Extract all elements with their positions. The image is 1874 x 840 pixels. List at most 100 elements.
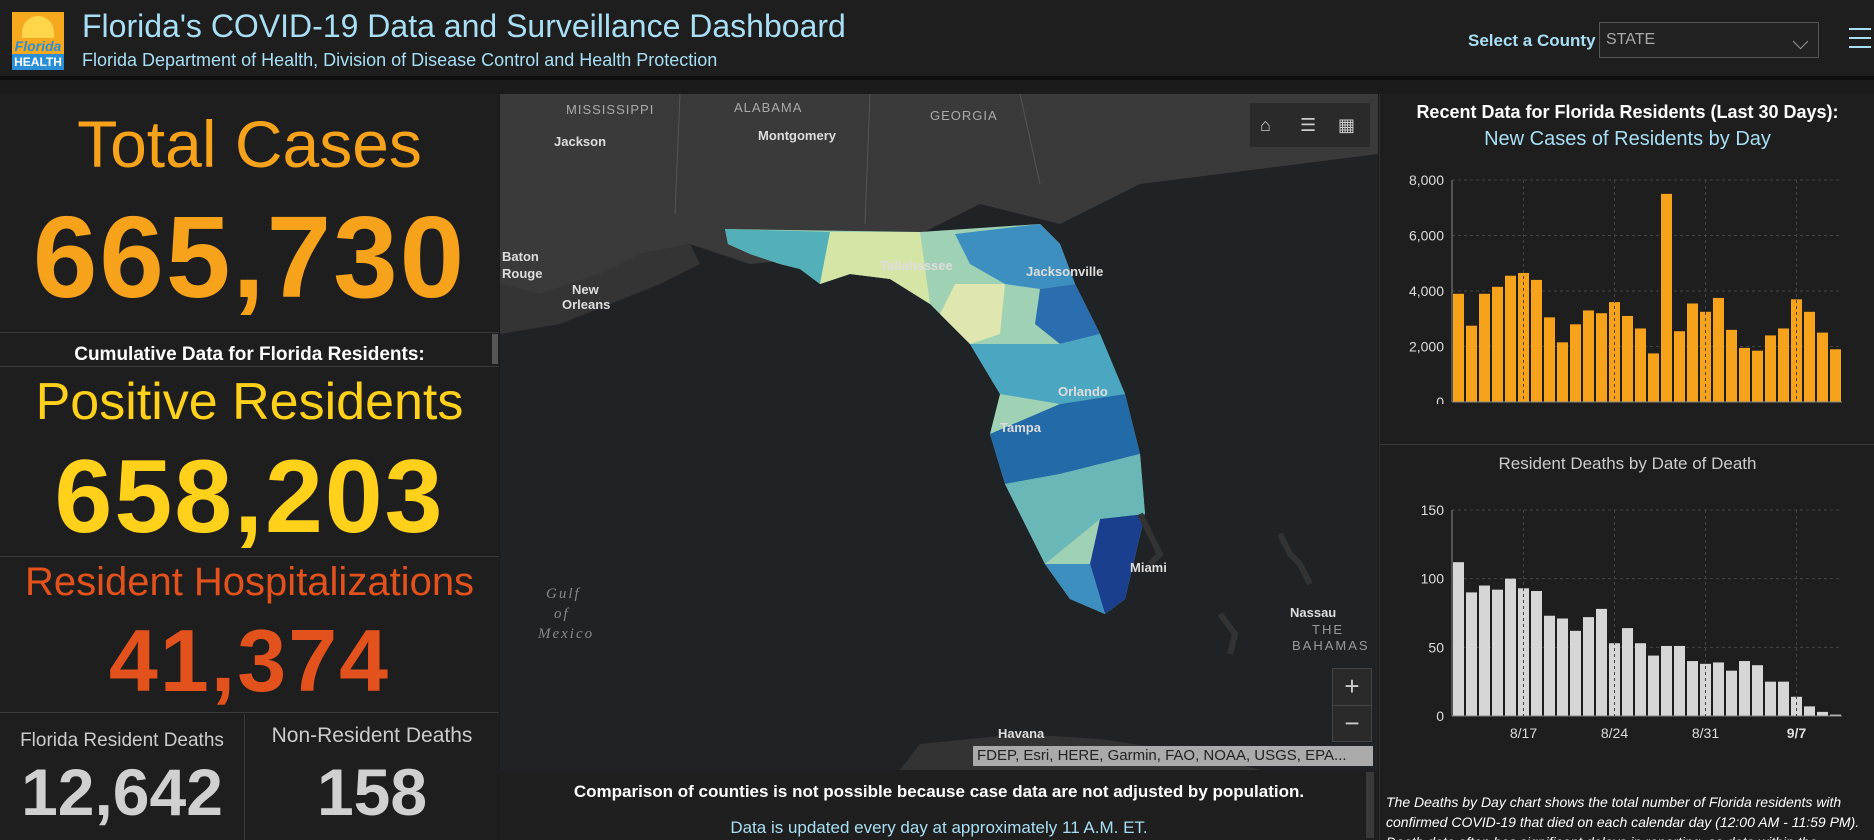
bar-8/24[interactable]	[1609, 302, 1620, 402]
bar-9/4[interactable]	[1752, 665, 1763, 716]
bar-8/15[interactable]	[1492, 286, 1503, 402]
right-charts-panel: Recent Data for Florida Residents (Last …	[1379, 94, 1874, 840]
map-canvas: MISSISSIPPI ALABAMA GEORGIA Jackson Mont…	[500, 94, 1378, 770]
county-select[interactable]: STATE	[1599, 22, 1819, 58]
bar-8/12[interactable]	[1453, 562, 1464, 716]
bar-8/14[interactable]	[1479, 585, 1490, 716]
bar-9/4[interactable]	[1752, 350, 1763, 402]
louisiana-coast	[500, 244, 700, 334]
header-bar: Florida HEALTH Florida's COVID-19 Data a…	[0, 0, 1874, 80]
cases-chart-title: New Cases of Residents by Day	[1484, 128, 1771, 150]
bar-9/5[interactable]	[1765, 681, 1776, 716]
bar-8/14[interactable]	[1479, 293, 1490, 402]
bar-8/20[interactable]	[1557, 342, 1568, 402]
state-borders	[674, 94, 1041, 225]
qr-grid-icon[interactable]: ▦	[1338, 115, 1356, 135]
bar-8/16[interactable]	[1505, 275, 1516, 402]
y-tick-label: 50	[1428, 639, 1444, 655]
y-tick-label: 0	[1436, 708, 1444, 724]
bar-8/26[interactable]	[1635, 643, 1646, 716]
cumulative-heading: Cumulative Data for Florida Residents:	[74, 344, 425, 365]
page-title: Florida's COVID-19 Data and Surveillance…	[82, 8, 846, 44]
bar-8/29[interactable]	[1674, 331, 1685, 402]
bar-8/19[interactable]	[1544, 615, 1555, 716]
bar-8/28[interactable]	[1661, 193, 1672, 402]
bar-9/9[interactable]	[1817, 332, 1828, 402]
map-note-panel: Comparison of counties is not possible b…	[500, 770, 1378, 840]
divider-vertical	[244, 714, 245, 840]
bar-9/2[interactable]	[1726, 670, 1737, 716]
zoom-out-button[interactable]: −	[1344, 708, 1360, 738]
scrollbar[interactable]	[1366, 772, 1374, 838]
bar-8/18[interactable]	[1531, 591, 1542, 716]
deaths-by-day-chart[interactable]: 0 50 100 150 8/17 8/24 8/31 9/7	[1380, 484, 1874, 754]
hamburger-menu-icon[interactable]	[1849, 28, 1871, 50]
left-summary-panel: Total Cases 665,730 Cumulative Data for …	[0, 94, 499, 840]
florida-health-logo: Florida HEALTH	[12, 12, 64, 70]
bar-8/31[interactable]	[1700, 663, 1711, 716]
map-label-havana: Havana	[998, 726, 1045, 741]
bar-8/27[interactable]	[1648, 655, 1659, 716]
county-map[interactable]: MISSISSIPPI ALABAMA GEORGIA Jackson Mont…	[500, 94, 1378, 770]
bar-9/10[interactable]	[1830, 349, 1841, 402]
bar-8/26[interactable]	[1635, 328, 1646, 402]
bar-9/6[interactable]	[1778, 328, 1789, 402]
zoom-in-button[interactable]: +	[1333, 669, 1371, 706]
southwest-counties	[1005, 454, 1145, 564]
bar-9/8[interactable]	[1804, 311, 1815, 402]
bar-8/29[interactable]	[1674, 645, 1685, 716]
county-select-label: Select a County	[1468, 31, 1596, 50]
chevron-down-icon	[1792, 33, 1809, 50]
map-attribution[interactable]: FDEP, Esri, HERE, Garmin, FAO, NOAA, USG…	[973, 746, 1373, 766]
scrollbar-thumb[interactable]	[492, 334, 498, 364]
bar-8/23[interactable]	[1596, 608, 1607, 716]
y-tick-label: 150	[1421, 502, 1445, 518]
bar-8/20[interactable]	[1557, 618, 1568, 716]
bar-8/30[interactable]	[1687, 303, 1698, 402]
bar-8/30[interactable]	[1687, 661, 1698, 716]
map-label-bahamas-2: BAHAMAS	[1292, 638, 1370, 653]
y-tick-label: 4,000	[1409, 283, 1444, 299]
map-label-gulf-2: of	[554, 606, 570, 622]
bar-8/22[interactable]	[1583, 617, 1594, 716]
bar-8/15[interactable]	[1492, 589, 1503, 716]
bar-8/25[interactable]	[1622, 628, 1633, 716]
bar-8/12[interactable]	[1453, 293, 1464, 402]
bar-9/2[interactable]	[1726, 329, 1737, 402]
us-southeast-land	[500, 94, 1378, 294]
resident-deaths-label: Florida Resident Deaths	[20, 730, 224, 751]
bar-8/18[interactable]	[1531, 279, 1542, 402]
bar-9/8[interactable]	[1804, 706, 1815, 716]
bar-9/3[interactable]	[1739, 347, 1750, 402]
divider	[0, 556, 499, 557]
bar-8/17[interactable]	[1518, 588, 1529, 716]
list-icon[interactable]: ☰	[1300, 115, 1317, 135]
bar-9/10[interactable]	[1830, 714, 1841, 716]
bar-8/22[interactable]	[1583, 310, 1594, 402]
bar-9/3[interactable]	[1739, 661, 1750, 716]
bar-8/28[interactable]	[1661, 645, 1672, 716]
bar-9/1[interactable]	[1713, 662, 1724, 716]
logo-text-bottom: HEALTH	[12, 54, 64, 70]
divider	[0, 332, 499, 333]
map-toolbar: ⌂ ☰ ▦	[1249, 102, 1371, 148]
bar-9/1[interactable]	[1713, 297, 1724, 402]
bar-9/6[interactable]	[1778, 681, 1789, 716]
orlando-tampa-area	[990, 394, 1140, 484]
bar-8/19[interactable]	[1544, 317, 1555, 402]
bar-8/27[interactable]	[1648, 353, 1659, 402]
bar-8/21[interactable]	[1570, 324, 1581, 402]
bar-8/21[interactable]	[1570, 630, 1581, 716]
home-icon[interactable]: ⌂	[1260, 115, 1271, 135]
bar-9/7[interactable]	[1791, 696, 1802, 716]
bar-8/16[interactable]	[1505, 578, 1516, 716]
northeast-counties	[955, 224, 1075, 289]
bar-9/5[interactable]	[1765, 335, 1776, 402]
nonresident-deaths-value: 158	[316, 755, 428, 829]
bar-9/9[interactable]	[1817, 711, 1828, 716]
bar-8/13[interactable]	[1466, 325, 1477, 402]
bar-8/13[interactable]	[1466, 592, 1477, 716]
bar-8/23[interactable]	[1596, 313, 1607, 402]
bar-8/25[interactable]	[1622, 315, 1633, 402]
